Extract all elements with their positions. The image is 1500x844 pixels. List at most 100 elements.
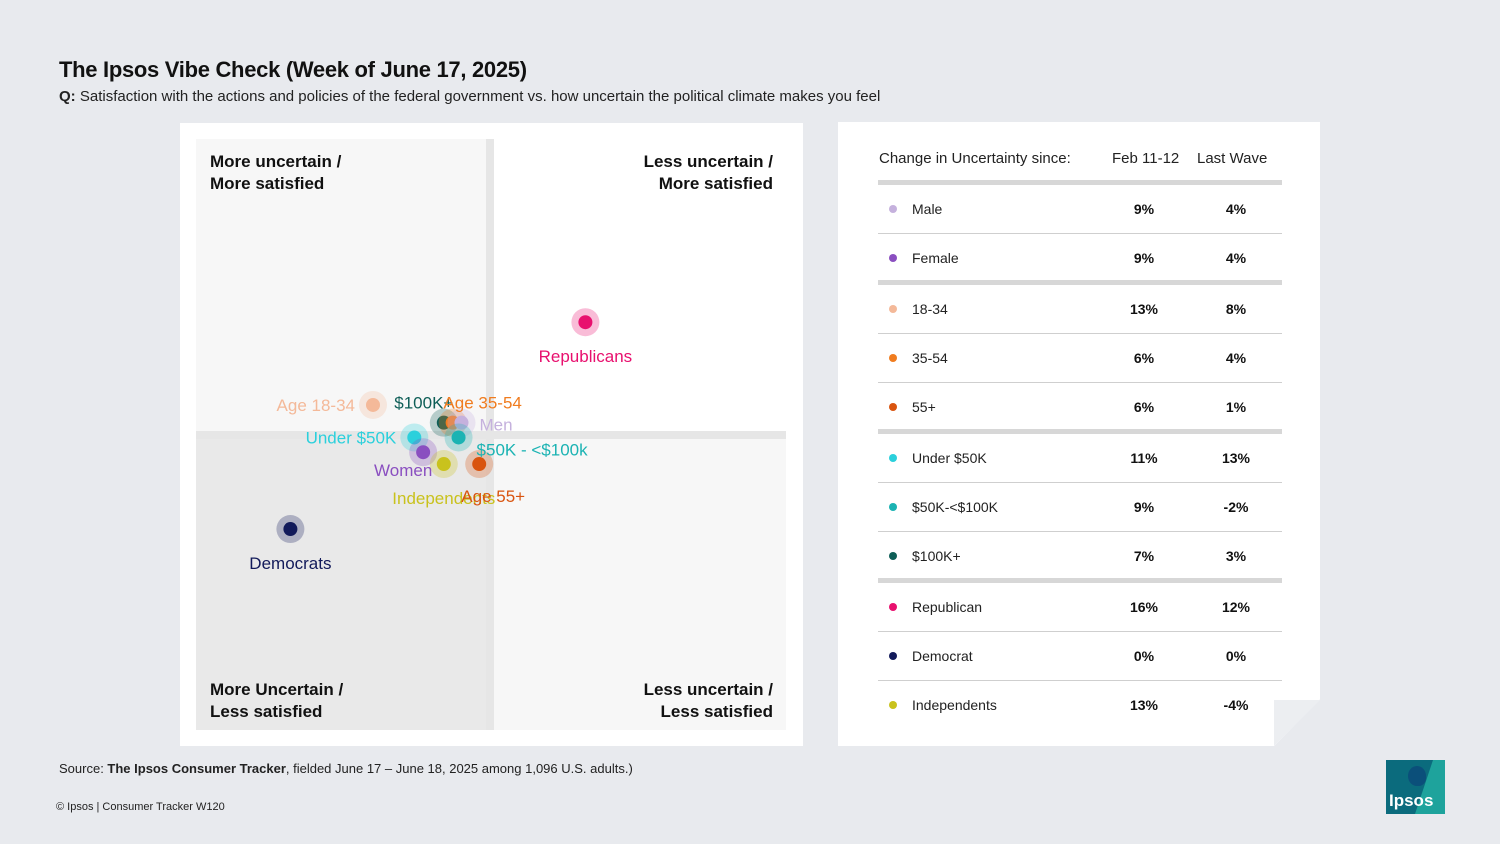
quadrant-label-line: More uncertain / — [210, 152, 342, 171]
row-label: 55+ — [912, 399, 936, 415]
question-prefix: Q: — [59, 88, 76, 105]
question-body: Satisfaction with the actions and polici… — [79, 88, 881, 105]
scatter-point-10 — [283, 522, 298, 537]
row-label: $50K-<$100K — [912, 499, 999, 515]
scatter-plot: Republicans Age 18-34 $100K+Age 35-54 Men Un… — [249, 308, 633, 573]
row-separator — [878, 631, 1282, 632]
legend-dot-icon — [889, 503, 897, 511]
value-feb: 9% — [1133, 499, 1155, 515]
row-separator — [878, 382, 1282, 383]
table-row: Under $50K 11% 13% — [878, 434, 1282, 482]
quadrant-top-left — [196, 139, 489, 431]
quadrant-bottom-right — [494, 439, 786, 730]
quadrant-label-line: Less satisfied — [660, 702, 773, 721]
copyright: © Ipsos | Consumer Tracker W120 — [56, 801, 225, 813]
value-last-wave: 0% — [1225, 648, 1247, 664]
value-last-wave: 8% — [1225, 301, 1247, 317]
point-label-1: Age 18-34 — [277, 396, 355, 415]
uncertainty-table-card: Change in Uncertainty since: Feb 11-12 L… — [838, 122, 1320, 746]
row-label: Democrat — [912, 648, 973, 664]
scatter-chart-card: More uncertain / More satisfied Less unc… — [180, 123, 803, 746]
value-feb: 6% — [1133, 350, 1155, 366]
value-feb: 7% — [1133, 548, 1155, 564]
legend-dot-icon — [889, 205, 897, 213]
legend-dot-icon — [889, 454, 897, 462]
legend-dot-icon — [889, 701, 897, 709]
point-label-4: Men — [480, 416, 513, 435]
table-row: Female 9% 4% — [878, 234, 1282, 282]
table-row: $100K+ 7% 3% — [878, 532, 1282, 580]
value-feb: 6% — [1133, 399, 1155, 415]
source-prefix: Source: — [59, 761, 108, 776]
quadrant-top-right — [494, 139, 786, 431]
table-row: 55+ 6% 1% — [878, 383, 1282, 431]
table-row: 35-54 6% 4% — [878, 334, 1282, 382]
quadrant-label-bottom-left: More Uncertain / Less satisfied — [210, 679, 343, 723]
value-last-wave: -4% — [1223, 697, 1249, 713]
value-last-wave: 3% — [1225, 548, 1247, 564]
table-row: Republican 16% 12% — [878, 583, 1282, 631]
scatter-point-9 — [472, 457, 487, 472]
quadrant-label-line: More satisfied — [210, 174, 325, 193]
scatter-point-8 — [436, 457, 451, 472]
row-label: Independents — [912, 697, 997, 713]
row-label: 18-34 — [912, 301, 948, 317]
row-separator — [878, 233, 1282, 234]
source-bold: The Ipsos Consumer Tracker — [107, 761, 286, 776]
point-label-10: Democrats — [249, 554, 331, 573]
page-title: The Ipsos Vibe Check (Week of June 17, 2… — [59, 57, 527, 82]
table-row: Independents 13% -4% — [878, 681, 1282, 729]
row-separator — [878, 482, 1282, 483]
group-separator — [878, 180, 1282, 185]
legend-dot-icon — [889, 652, 897, 660]
quadrant-label-bottom-right: Less uncertain / Less satisfied — [644, 679, 773, 723]
scatter-point-6 — [451, 430, 466, 445]
legend-dot-icon — [889, 603, 897, 611]
group-separator — [878, 578, 1282, 583]
table-row: Democrat 0% 0% — [878, 632, 1282, 680]
value-feb: 11% — [1130, 450, 1158, 466]
source-rest: , fielded June 17 – June 18, 2025 among … — [285, 761, 633, 776]
row-label: $100K+ — [912, 548, 961, 564]
legend-dot-icon — [889, 354, 897, 362]
point-label-7: Women — [374, 461, 432, 480]
table-row: $50K-<$100K 9% -2% — [878, 483, 1282, 531]
legend-dot-icon — [889, 552, 897, 560]
scatter-point-1 — [366, 397, 380, 412]
value-last-wave: 4% — [1225, 350, 1247, 366]
question-text: Q: Satisfaction with the actions and pol… — [59, 88, 880, 105]
scatter-point-7 — [416, 445, 431, 460]
value-last-wave: -2% — [1223, 499, 1249, 515]
row-separator — [878, 333, 1282, 334]
value-last-wave: 1% — [1225, 399, 1247, 415]
row-label: 35-54 — [912, 350, 948, 366]
horizontal-axis-divider — [196, 431, 786, 439]
scatter-point-5 — [407, 430, 422, 445]
source-note: Source: The Ipsos Consumer Tracker, fiel… — [59, 761, 633, 776]
value-last-wave: 4% — [1225, 250, 1247, 266]
row-label: Republican — [912, 599, 983, 615]
table-header-feb: Feb 11-12 — [1112, 150, 1180, 167]
quadrant-bottom-left — [196, 439, 486, 730]
row-separator — [878, 680, 1282, 681]
point-label-0: Republicans — [539, 347, 633, 366]
page-fold-corner — [1274, 700, 1320, 746]
value-feb: 13% — [1129, 697, 1159, 713]
group-separator — [878, 429, 1282, 434]
point-label-3: Age 35-54 — [443, 394, 521, 413]
logo-text: Ipsos — [1389, 791, 1434, 810]
logo-head-icon — [1408, 766, 1426, 786]
value-last-wave: 12% — [1221, 599, 1251, 615]
table-header-last-wave: Last Wave — [1197, 150, 1268, 167]
value-last-wave: 4% — [1225, 201, 1247, 217]
legend-dot-icon — [889, 305, 897, 313]
point-label-2: $100K+ — [394, 394, 453, 413]
quadrant-label-top-right: Less uncertain / More satisfied — [644, 151, 773, 195]
legend-dot-icon — [889, 254, 897, 262]
quadrant-label-top-left: More uncertain / More satisfied — [210, 151, 341, 195]
quadrant-label-line: Less uncertain / — [643, 680, 773, 699]
table-row: Male 9% 4% — [878, 185, 1282, 233]
ipsos-logo: Ipsos — [1386, 760, 1445, 814]
quadrant-label-line: Less satisfied — [210, 702, 323, 721]
point-label-5: Under $50K — [306, 428, 397, 447]
